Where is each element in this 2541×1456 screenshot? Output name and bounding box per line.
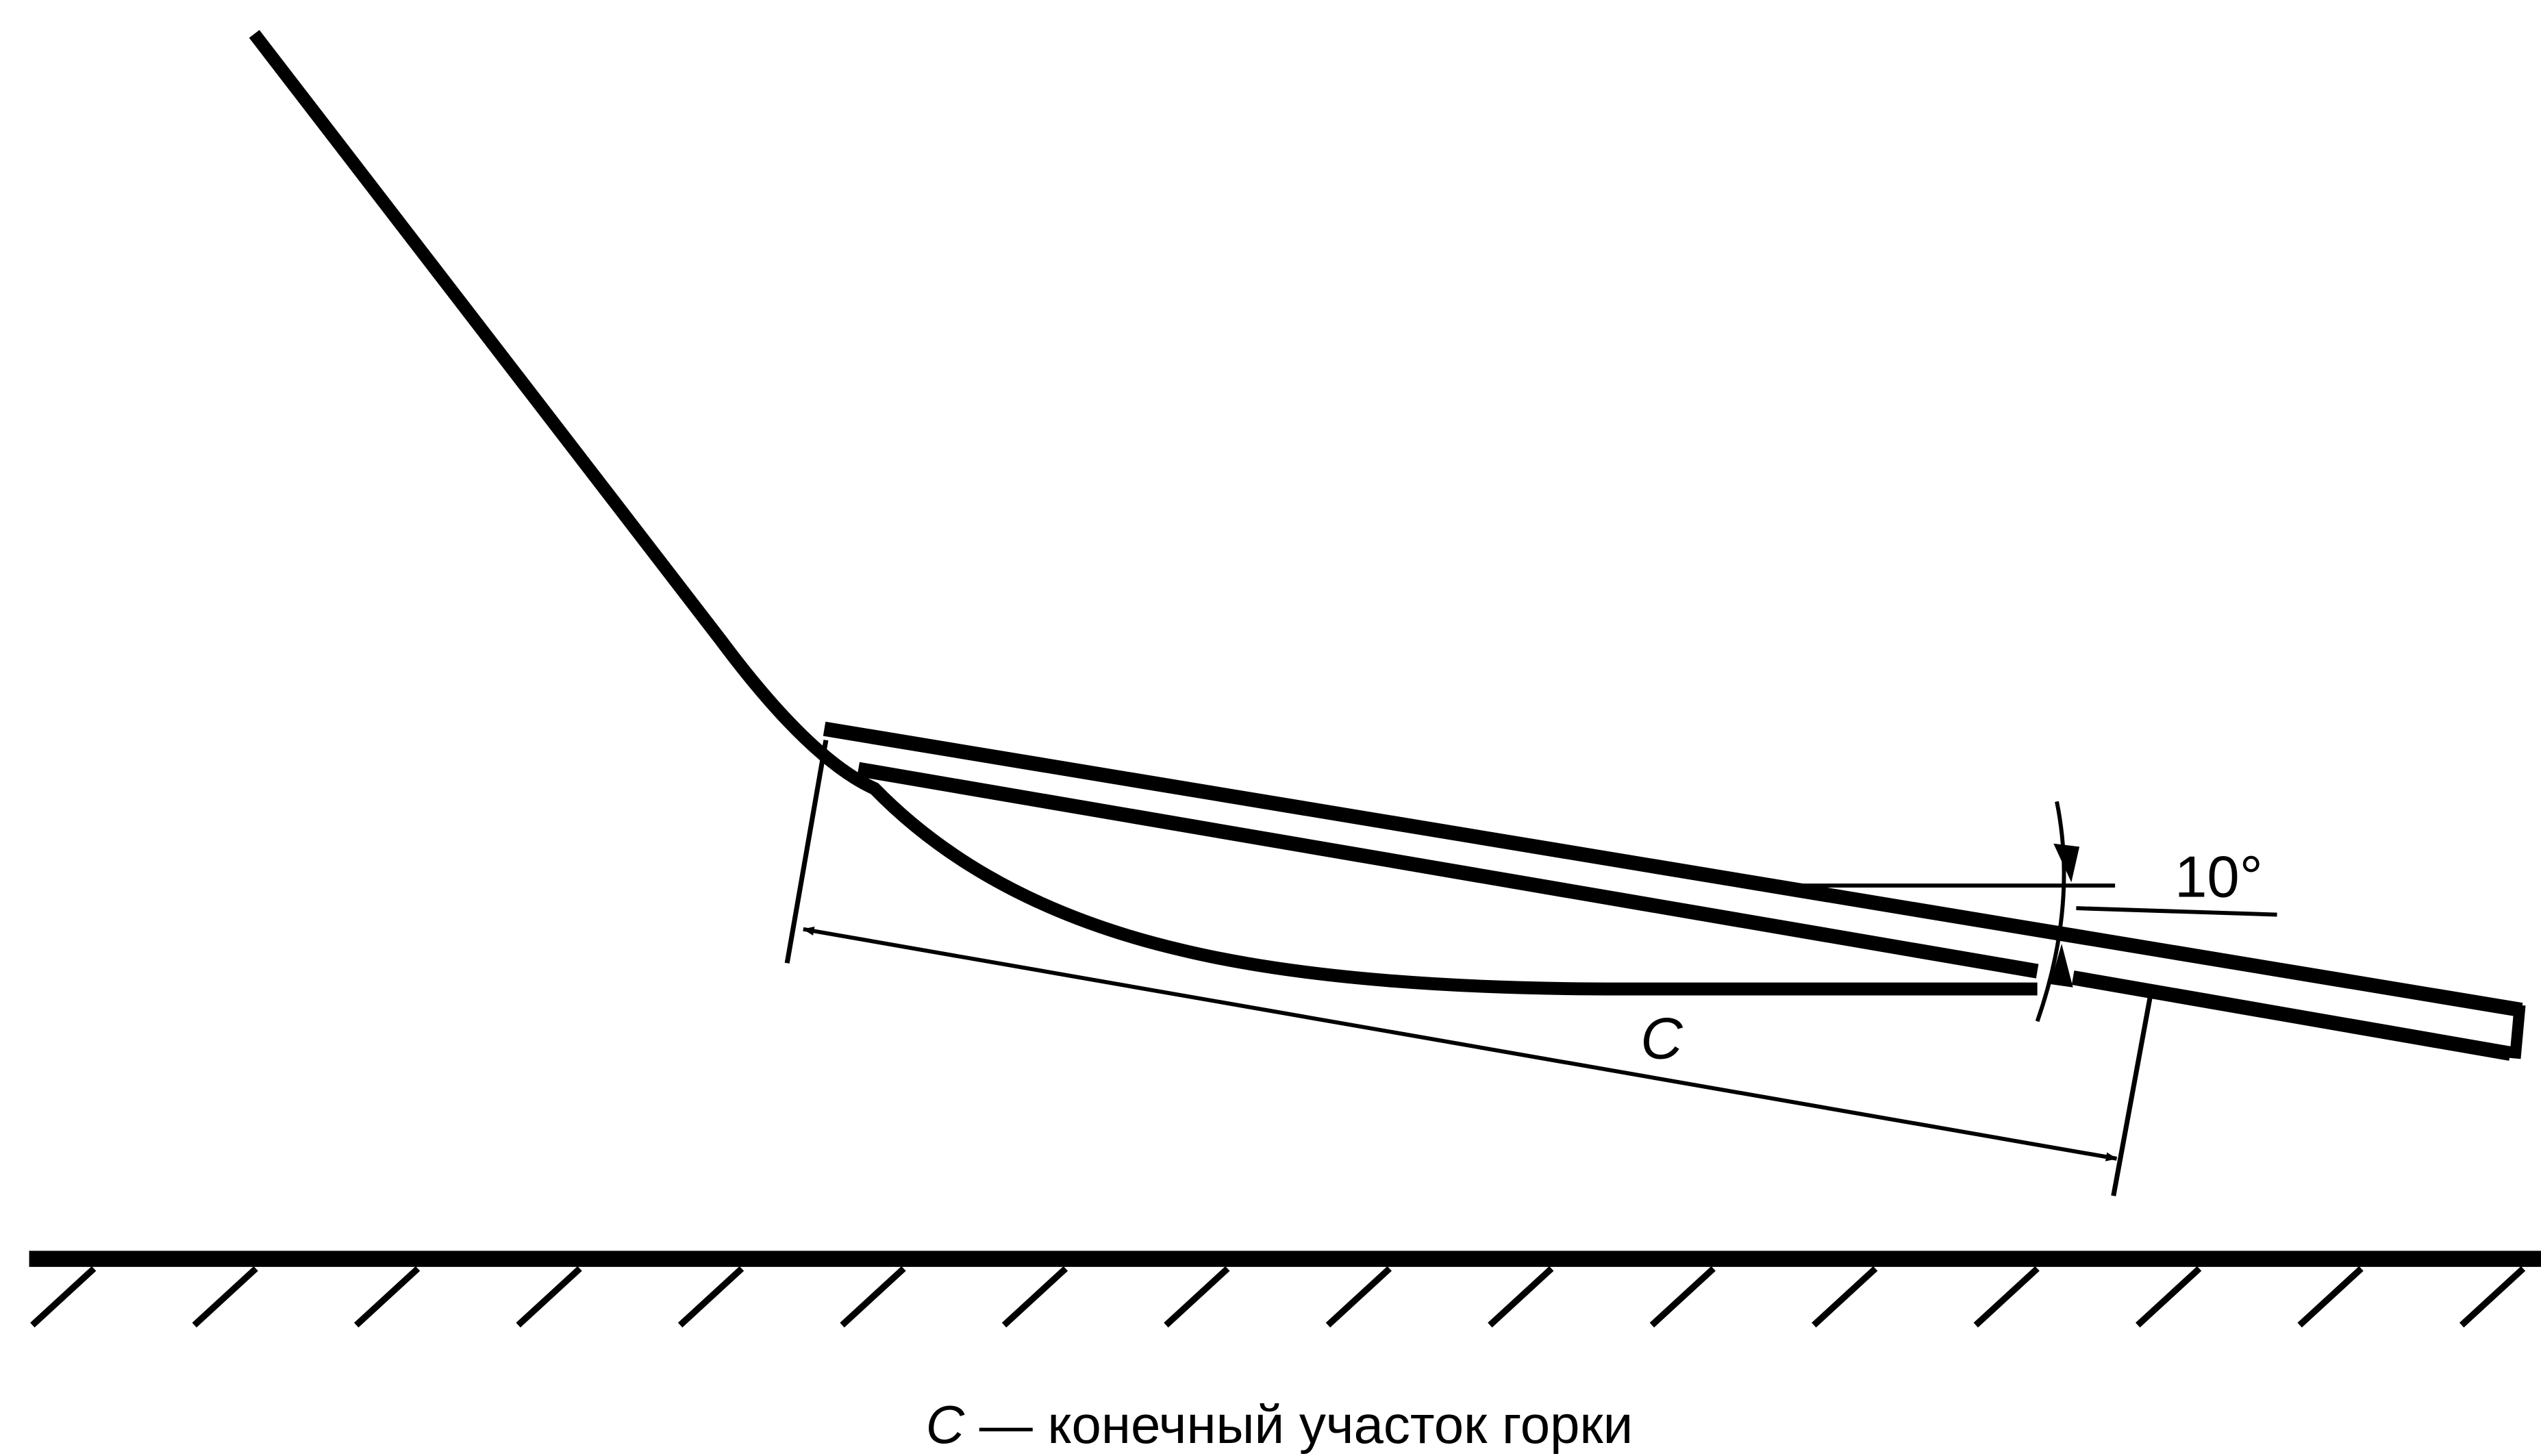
board-top-edge [823,721,2523,1018]
dimension-line-c [803,926,2118,1162]
board-end-cap [2509,1004,2526,1059]
angle-arc [2035,801,2066,1022]
angle-arrow-bottom [2050,944,2073,988]
caption-symbol: C [926,1394,965,1455]
angle-label: 10° [2175,845,2263,910]
dimension-extension-right [2111,993,2153,1196]
dimension-extension-left [784,740,829,964]
angle-arrow-top [2053,843,2080,883]
ground-hatching [30,1266,2526,1328]
caption-text: — конечный участок горки [964,1394,1633,1455]
board-bottom-edge-tail [2071,970,2512,1061]
angle-label-leader [2076,906,2277,917]
board-bottom-edge [857,762,2039,979]
caption: C — конечный участок горки [926,1394,1633,1455]
dimension-label-c: C [1640,1007,1683,1072]
slide-profile-curve [249,29,2038,996]
